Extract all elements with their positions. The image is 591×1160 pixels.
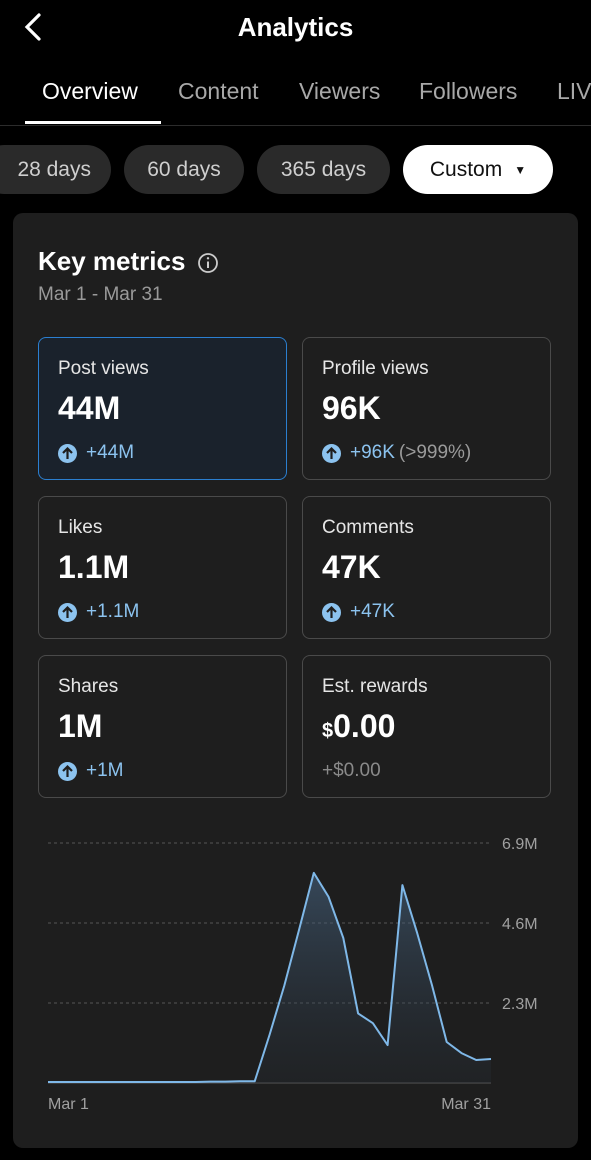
change-value: +47K — [350, 601, 395, 622]
metric-box[interactable]: Post views 44M +44M — [38, 337, 287, 480]
change-value: +$0.00 — [322, 760, 381, 781]
chip-label: Custom — [429, 158, 503, 181]
metric-box[interactable]: Est. rewards $0.00 +$0.00 — [302, 655, 551, 798]
line-area — [48, 872, 491, 1083]
page-title: Analytics — [237, 12, 354, 42]
change-value: +1.1M — [86, 601, 140, 622]
metric-number: 0.00 — [333, 708, 396, 744]
tab[interactable]: Overview — [42, 78, 138, 104]
line-series — [48, 871, 492, 1083]
change-value: +96K — [350, 442, 395, 463]
up-arrow-icon — [58, 761, 77, 781]
metric-currency: $ — [322, 720, 334, 742]
y-tick-label: 2.3M — [502, 996, 538, 1013]
range-bar: 28 days 60 days 365 days Custom ▼ — [0, 0, 591, 200]
range-chip[interactable]: 28 days — [0, 145, 111, 194]
card-title: Key metrics — [38, 246, 186, 276]
chip-label: 60 days — [147, 158, 221, 181]
tab[interactable]: Content — [178, 78, 259, 104]
metric-box[interactable]: Comments 47K +47K — [302, 496, 551, 639]
metric-number: 1.1M — [58, 549, 130, 585]
metric-label: Likes — [58, 517, 103, 538]
metric-change: +96K (>999%) — [322, 442, 471, 464]
back-button[interactable] — [22, 12, 46, 42]
tab-bar: Overview Content Viewers Followers LIVE — [0, 0, 591, 126]
metric-box[interactable]: Likes 1.1M +1.1M — [38, 496, 287, 639]
metric-value: 47K — [322, 549, 381, 586]
metric-label: Profile views — [322, 358, 429, 379]
up-arrow-icon — [58, 443, 77, 463]
metric-value: $0.00 — [322, 708, 395, 745]
metric-label: Shares — [58, 676, 119, 697]
up-arrow-icon — [322, 443, 341, 463]
metric-value: 44M — [58, 390, 120, 427]
x-tick-label: Mar 31 — [441, 1096, 491, 1113]
metric-value: 1.1M — [58, 549, 129, 586]
tab[interactable]: LIVE — [557, 78, 591, 104]
change-value: +44M — [86, 442, 135, 463]
metric-number: 47K — [322, 549, 381, 585]
tab[interactable]: Viewers — [299, 78, 381, 104]
metric-change: +$0.00 — [322, 760, 381, 782]
x-tick-label: Mar 1 — [48, 1096, 89, 1113]
metric-change: +1.1M — [58, 601, 139, 623]
metric-label: Est. rewards — [322, 676, 428, 697]
range-chip[interactable]: Custom ▼ — [403, 145, 553, 194]
up-arrow-icon — [58, 602, 77, 622]
metric-change: +1M — [58, 760, 124, 782]
metric-change: +47K — [322, 601, 395, 623]
metric-label: Post views — [58, 358, 149, 379]
info-icon[interactable] — [197, 252, 219, 274]
chip-label: 365 days — [280, 158, 367, 181]
change-percent: (>999%) — [398, 442, 472, 463]
metric-value: 1M — [58, 708, 102, 745]
divider — [0, 125, 591, 126]
metric-number: 1M — [58, 708, 103, 744]
tab-underline — [25, 121, 161, 124]
range-chip[interactable]: 60 days — [124, 145, 244, 194]
metric-number: 44M — [58, 390, 121, 426]
metric-number: 96K — [322, 390, 381, 426]
metric-change: +44M — [58, 442, 134, 464]
chip-label: 28 days — [17, 158, 91, 181]
range-chip[interactable]: 365 days — [257, 145, 390, 194]
change-value: +1M — [86, 760, 124, 781]
y-tick-label: 4.6M — [502, 916, 538, 933]
tab[interactable]: Followers — [419, 78, 518, 104]
y-tick-label: 6.9M — [502, 836, 538, 853]
metric-box[interactable]: Shares 1M +1M — [38, 655, 287, 798]
dropdown-caret: ▼ — [514, 163, 527, 177]
card-period: Mar 1 - Mar 31 — [38, 284, 163, 305]
metric-box[interactable]: Profile views 96K +96K (>999%) — [302, 337, 551, 480]
metric-value: 96K — [322, 390, 381, 427]
up-arrow-icon — [322, 602, 341, 622]
metric-label: Comments — [322, 517, 414, 538]
